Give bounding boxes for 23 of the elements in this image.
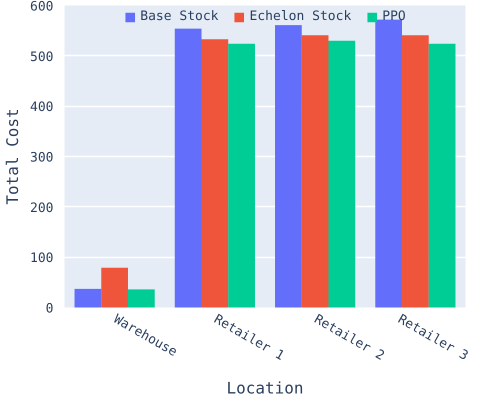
bar (275, 25, 302, 308)
y-tick-label: 400 (30, 100, 54, 116)
y-tick-label: 0 (46, 302, 54, 316)
y-tick-label: 100 (30, 251, 54, 266)
bar (302, 35, 328, 308)
y-tick-label: 500 (30, 50, 54, 65)
bar (428, 44, 456, 308)
bar (328, 40, 356, 308)
bar (228, 44, 255, 308)
x-axis-title: Location (226, 378, 304, 398)
y-tick-label: 300 (30, 150, 54, 166)
y-tick-label: 600 (30, 0, 54, 14)
bar (101, 268, 128, 308)
bar (74, 288, 102, 308)
bar (202, 39, 228, 308)
y-tick-label: 200 (30, 200, 54, 216)
bar (174, 28, 202, 308)
bar (402, 35, 429, 308)
bar (375, 20, 402, 308)
y-axis-title: Total Cost (3, 108, 22, 205)
legend-label: Echelon Stock (250, 9, 352, 24)
legend-label: Base Stock (140, 9, 219, 24)
bar (128, 289, 155, 308)
